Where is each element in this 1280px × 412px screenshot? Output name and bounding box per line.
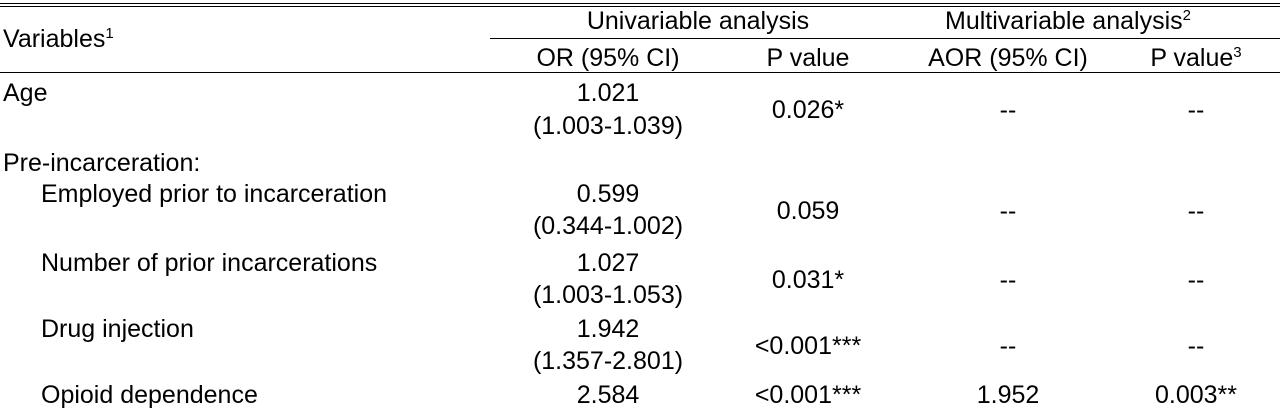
row-aor: 1.952: [976, 381, 1040, 409]
row-aor: --: [999, 266, 1017, 294]
row-ci: (1.003-1.039): [532, 112, 684, 140]
row-aor: --: [999, 332, 1017, 360]
header-multivariable: Multivariable analysis2: [945, 7, 1191, 35]
header-aor-ci: AOR (95% CI): [928, 44, 1088, 72]
row-or: 2.584: [576, 381, 640, 409]
row-or: 1.021: [576, 79, 640, 107]
row-label: Age: [3, 79, 48, 107]
row-p-adjusted: --: [1187, 96, 1205, 124]
top-rule-2: [0, 6, 1280, 7]
row-p-adjusted: --: [1187, 266, 1205, 294]
header-univariable: Univariable analysis: [586, 7, 810, 35]
row-p: <0.001***: [754, 381, 862, 409]
row-p-adjusted: --: [1187, 332, 1205, 360]
row-label: Drug injection: [41, 315, 194, 343]
row-aor: --: [999, 197, 1017, 225]
row-label: Number of prior incarcerations: [41, 249, 378, 277]
row-ci: (1.003-1.053): [532, 281, 684, 309]
row-or: 1.942: [576, 315, 640, 343]
row-label: Opioid dependence: [41, 381, 258, 409]
row-or: 0.599: [576, 180, 640, 208]
header-p-value: P value: [766, 44, 850, 72]
top-rule: [0, 3, 1280, 4]
row-p: <0.001***: [754, 332, 862, 360]
row-p: 0.026*: [771, 96, 845, 124]
header-or-ci: OR (95% CI): [536, 44, 680, 72]
header-subrule: [490, 38, 1280, 39]
header-variables: Variables1: [3, 25, 114, 53]
row-ci: (1.357-2.801): [532, 347, 684, 375]
header-p-value-adjusted: P value3: [1150, 44, 1242, 72]
row-label: Employed prior to incarceration: [41, 180, 387, 208]
row-p: 0.031*: [771, 266, 845, 294]
row-aor: --: [999, 96, 1017, 124]
row-ci: (0.344-1.002): [532, 212, 684, 240]
section-label: Pre-incarceration:: [3, 149, 201, 177]
header-bottom-rule: [0, 72, 1280, 73]
row-p: 0.059: [776, 197, 840, 225]
row-p-adjusted: --: [1187, 197, 1205, 225]
row-p-adjusted: 0.003**: [1154, 381, 1238, 409]
row-or: 1.027: [576, 249, 640, 277]
